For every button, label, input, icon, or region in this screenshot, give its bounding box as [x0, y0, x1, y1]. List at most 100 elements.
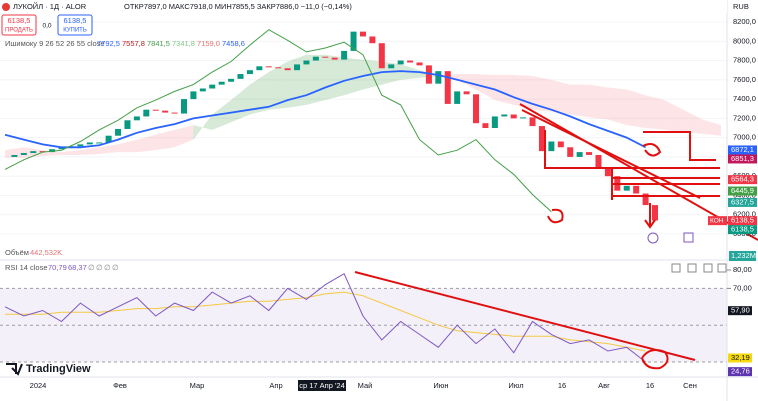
toolbar-button[interactable]: [687, 263, 697, 273]
price-label-box: [728, 175, 757, 185]
candle: [604, 168, 611, 177]
time-label: Авг: [598, 381, 610, 390]
candle: [407, 60, 414, 63]
ichimoku-cloud: [136, 134, 156, 153]
candle: [538, 126, 545, 152]
ichimoku-cloud: [118, 139, 137, 153]
buy-button[interactable]: [57, 14, 93, 36]
ohlc: ОТКР7897,0 МАКС7918,0 МИН7855,5 ЗАКР7886…: [124, 2, 352, 11]
candle: [86, 142, 93, 145]
candle: [133, 116, 140, 121]
candle: [115, 128, 122, 136]
candle: [576, 152, 583, 157]
ichimoku-cloud: [589, 84, 608, 120]
candle: [331, 57, 338, 60]
time-label: 16: [558, 381, 566, 390]
toolbar-button[interactable]: [671, 263, 681, 273]
sell-button[interactable]: [1, 14, 37, 36]
rsi-label[interactable]: RSI 14 close: [5, 263, 48, 272]
candle: [228, 78, 235, 82]
rsi-label-box: [728, 306, 752, 316]
pane-toolbar[interactable]: [671, 263, 727, 273]
time-label: Фев: [113, 381, 127, 390]
symbol-logo: [2, 3, 10, 11]
sell-price: 6138,5: [8, 16, 31, 25]
candle: [425, 65, 432, 84]
ichimoku-cloud: [494, 75, 514, 105]
circle-mark[interactable]: [547, 208, 564, 224]
toolbar-button[interactable]: [703, 263, 713, 273]
candle: [416, 62, 423, 66]
ichimoku-cloud: [174, 125, 194, 148]
candle: [473, 94, 480, 124]
rsi-value: 68,37: [68, 263, 87, 272]
candle: [435, 71, 442, 84]
volume-label[interactable]: Объём: [5, 248, 29, 257]
time-label: 2024: [30, 381, 47, 390]
price-tick-label: 7800,0: [733, 56, 756, 65]
rsi-label-box: [728, 353, 752, 363]
circle-mark[interactable]: [642, 143, 662, 157]
level-line[interactable]: [544, 130, 720, 169]
candle: [218, 81, 225, 85]
crosshair-date-box: [298, 380, 346, 391]
rsi-circle[interactable]: [641, 349, 669, 370]
currency[interactable]: RUB: [733, 2, 749, 11]
time-label: Сен: [683, 381, 697, 390]
level-line[interactable]: [611, 168, 720, 200]
price-tag: КОН: [710, 217, 724, 224]
candle: [586, 152, 593, 155]
toolbar-button[interactable]: [717, 263, 727, 273]
ichimoku-cloud: [702, 119, 721, 136]
ichimoku-cloud: [513, 75, 533, 110]
candle: [397, 60, 404, 65]
rsi-value: ∅: [104, 263, 111, 272]
candle: [256, 66, 263, 71]
rsi-value: ∅: [112, 263, 119, 272]
symbol[interactable]: ЛУКОЙЛ · 1Д · ALOR: [13, 2, 87, 11]
logo: TradingView: [26, 363, 91, 375]
bracket[interactable]: [643, 131, 716, 161]
candle: [378, 43, 385, 69]
volume-value: 442,532K: [30, 248, 62, 257]
candle: [444, 71, 451, 104]
indicator-label[interactable]: Ишимоку 9 26 52 26 55 close: [5, 39, 105, 48]
sell-label: ПРОДАТЬ: [5, 28, 33, 34]
price-label: 6851,3: [731, 154, 754, 163]
candle: [11, 154, 18, 157]
candle: [491, 116, 498, 128]
rsi-tick-label: 80,00: [733, 265, 752, 274]
candle: [623, 185, 630, 191]
candle: [162, 110, 169, 113]
candle: [567, 147, 574, 157]
candle: [529, 117, 536, 127]
candle: [463, 91, 470, 95]
candle: [322, 56, 329, 58]
rsi-trend-line[interactable]: [354, 271, 696, 361]
candle: [105, 135, 112, 143]
candle: [510, 114, 517, 119]
ichimoku-cloud: [626, 89, 646, 128]
ichimoku-cloud: [664, 100, 684, 132]
time-label: ср 17 Апр '24: [299, 381, 345, 390]
buy-label: КУПИТЬ: [63, 28, 87, 34]
price-label: 6445,9: [731, 186, 754, 195]
price-label-box: [728, 225, 757, 235]
candle: [265, 66, 272, 68]
time-label: Май: [358, 381, 373, 390]
candle: [454, 91, 461, 104]
price-tick-label: 7400,0: [733, 94, 756, 103]
candle: [58, 147, 65, 150]
event-icon[interactable]: [647, 232, 659, 244]
price-tick-label: 7000,0: [733, 133, 756, 142]
price-tick-label: 7200,0: [733, 113, 756, 122]
candle: [359, 31, 366, 37]
price-label-box: [728, 154, 757, 164]
plot-layer: [0, 21, 727, 363]
ichimoku-cloud: [212, 100, 232, 130]
earnings-icon[interactable]: [683, 232, 694, 243]
rsi-label-box: [728, 367, 752, 377]
arrow[interactable]: [644, 203, 656, 229]
ichimoku-cloud: [193, 114, 213, 140]
candle: [246, 70, 253, 75]
